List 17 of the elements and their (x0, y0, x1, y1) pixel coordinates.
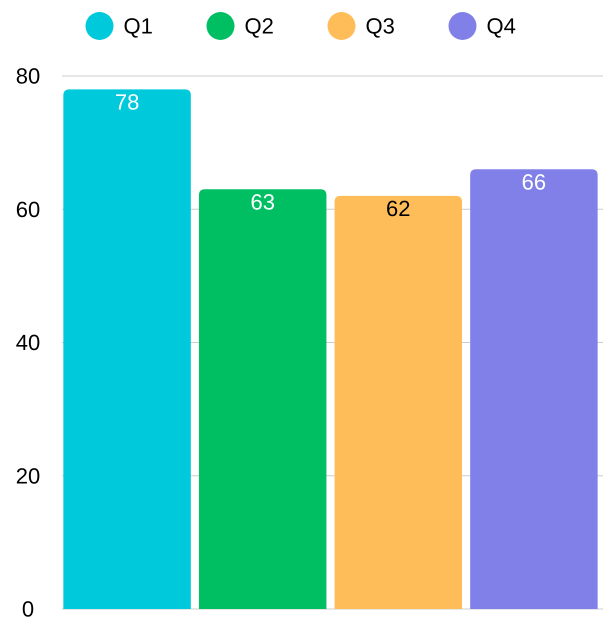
bar (198, 189, 326, 609)
y-tick-label: 60 (16, 196, 40, 222)
legend-label: Q4 (486, 14, 516, 39)
y-tick-label: 40 (16, 330, 40, 356)
legend-label: Q3 (366, 14, 395, 39)
legend-label: Q2 (244, 14, 274, 39)
y-tick-label: 80 (16, 64, 40, 89)
data-label: 63 (250, 189, 275, 214)
data-label: 78 (114, 89, 140, 114)
data-label: 62 (386, 196, 411, 221)
legend-label: Q1 (124, 14, 153, 39)
y-tick-label: 20 (16, 463, 40, 488)
data-label: 66 (522, 169, 546, 194)
bar (63, 89, 191, 609)
bar (334, 196, 462, 609)
y-tick-label: 0 (22, 596, 34, 622)
bar (470, 169, 598, 609)
